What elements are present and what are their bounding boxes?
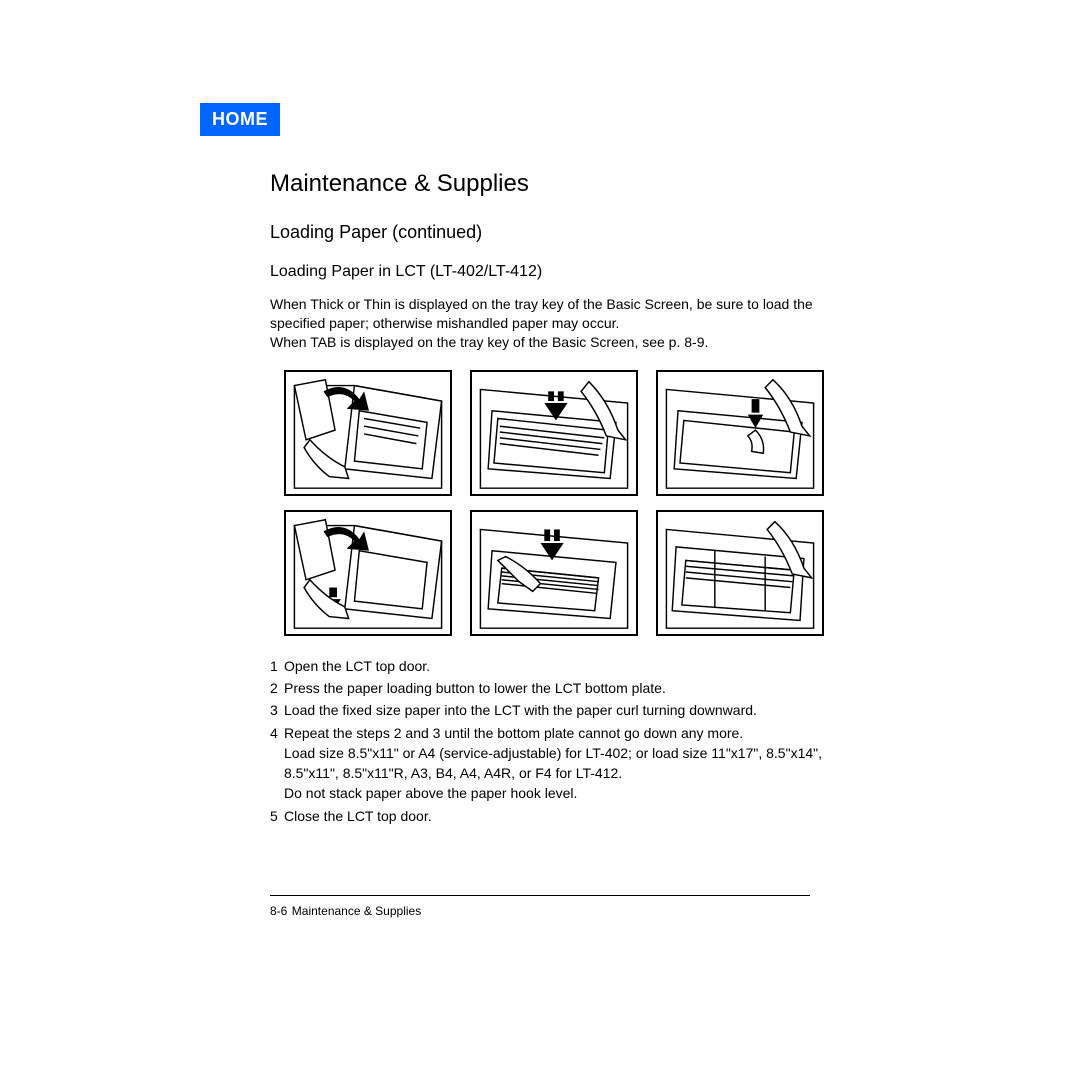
step-item: 3 Load the fixed size paper into the LCT… [270, 700, 830, 720]
step-item: 4 Repeat the steps 2 and 3 until the bot… [270, 723, 830, 804]
footer-page-ref: 8-6 [270, 904, 287, 918]
topic-title: Loading Paper in LCT (LT-402/LT-412) [270, 263, 890, 281]
step-text: Press the paper loading button to lower … [284, 678, 830, 698]
footer-section-name: Maintenance & Supplies [292, 904, 421, 918]
intro-line: When Thick or Thin is displayed on the t… [270, 295, 830, 333]
subsection-title: Loading Paper (continued) [270, 222, 890, 243]
intro-paragraph: When Thick or Thin is displayed on the t… [270, 295, 830, 352]
step-item: 2 Press the paper loading button to lowe… [270, 678, 830, 698]
diagram-row [284, 510, 890, 636]
footer-rule [270, 895, 810, 896]
steps-list: 1 Open the LCT top door. 2 Press the pap… [270, 656, 830, 826]
step-text: Load the fixed size paper into the LCT w… [284, 700, 830, 720]
step-item: 5 Close the LCT top door. [270, 806, 830, 826]
step-item: 1 Open the LCT top door. [270, 656, 830, 676]
section-title: Maintenance & Supplies [270, 170, 890, 198]
step-number: 2 [270, 678, 284, 698]
step-number: 3 [270, 700, 284, 720]
diagram-row [284, 370, 890, 496]
content-area: Maintenance & Supplies Loading Paper (co… [270, 170, 890, 826]
diagram-grid [284, 370, 890, 636]
home-button[interactable]: HOME [200, 103, 280, 136]
diagram-cell-1 [284, 370, 452, 496]
manual-page: HOME Maintenance & Supplies Loading Pape… [0, 0, 1080, 1080]
step-text: Repeat the steps 2 and 3 until the botto… [284, 723, 830, 804]
step-number: 1 [270, 656, 284, 676]
diagram-cell-2 [470, 370, 638, 496]
step-text: Close the LCT top door. [284, 806, 830, 826]
page-footer: 8-6 Maintenance & Supplies [270, 895, 810, 920]
step-text: Open the LCT top door. [284, 656, 830, 676]
diagram-cell-3 [656, 370, 824, 496]
step-number: 4 [270, 723, 284, 804]
diagram-cell-4 [284, 510, 452, 636]
intro-line: When TAB is displayed on the tray key of… [270, 333, 830, 352]
step-number: 5 [270, 806, 284, 826]
diagram-cell-6 [656, 510, 824, 636]
diagram-cell-5 [470, 510, 638, 636]
